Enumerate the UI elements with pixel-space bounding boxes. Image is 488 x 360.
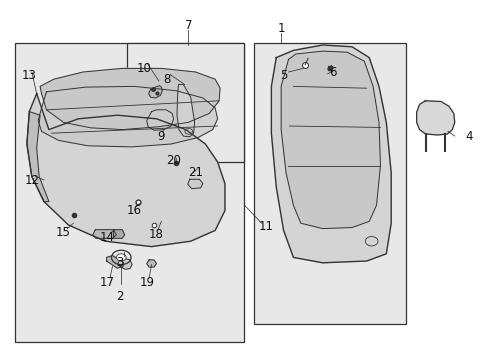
Text: 21: 21 bbox=[188, 166, 203, 179]
Text: 16: 16 bbox=[127, 204, 142, 217]
Text: 7: 7 bbox=[184, 19, 192, 32]
Text: 12: 12 bbox=[24, 174, 39, 186]
Text: 17: 17 bbox=[100, 276, 115, 289]
Polygon shape bbox=[416, 101, 454, 135]
Text: 10: 10 bbox=[137, 62, 151, 75]
Text: 5: 5 bbox=[279, 69, 287, 82]
Text: 14: 14 bbox=[100, 231, 115, 244]
Bar bbox=[254, 43, 405, 324]
Polygon shape bbox=[271, 45, 390, 263]
Polygon shape bbox=[27, 94, 224, 247]
Text: 13: 13 bbox=[22, 69, 37, 82]
Polygon shape bbox=[113, 230, 124, 238]
Polygon shape bbox=[117, 258, 132, 269]
Polygon shape bbox=[148, 86, 162, 98]
Text: 1: 1 bbox=[277, 22, 285, 35]
Bar bbox=[127, 43, 244, 162]
Polygon shape bbox=[146, 110, 173, 130]
Polygon shape bbox=[40, 68, 220, 130]
Polygon shape bbox=[187, 179, 203, 189]
Text: 3: 3 bbox=[116, 256, 123, 269]
Text: 20: 20 bbox=[166, 154, 181, 167]
Polygon shape bbox=[38, 86, 217, 147]
Text: 18: 18 bbox=[149, 228, 163, 240]
Text: 11: 11 bbox=[259, 220, 273, 233]
Polygon shape bbox=[27, 112, 49, 202]
Text: 9: 9 bbox=[157, 130, 165, 143]
Polygon shape bbox=[177, 85, 194, 137]
Text: 2: 2 bbox=[116, 291, 123, 303]
Polygon shape bbox=[281, 51, 380, 229]
Text: 19: 19 bbox=[139, 276, 154, 289]
Polygon shape bbox=[93, 230, 116, 238]
Polygon shape bbox=[146, 260, 156, 267]
Bar bbox=[15, 43, 244, 342]
Text: 8: 8 bbox=[163, 73, 171, 86]
Text: 4: 4 bbox=[465, 130, 472, 143]
Polygon shape bbox=[106, 256, 123, 268]
Text: 6: 6 bbox=[328, 66, 336, 78]
Text: 15: 15 bbox=[56, 226, 71, 239]
Circle shape bbox=[116, 254, 126, 261]
